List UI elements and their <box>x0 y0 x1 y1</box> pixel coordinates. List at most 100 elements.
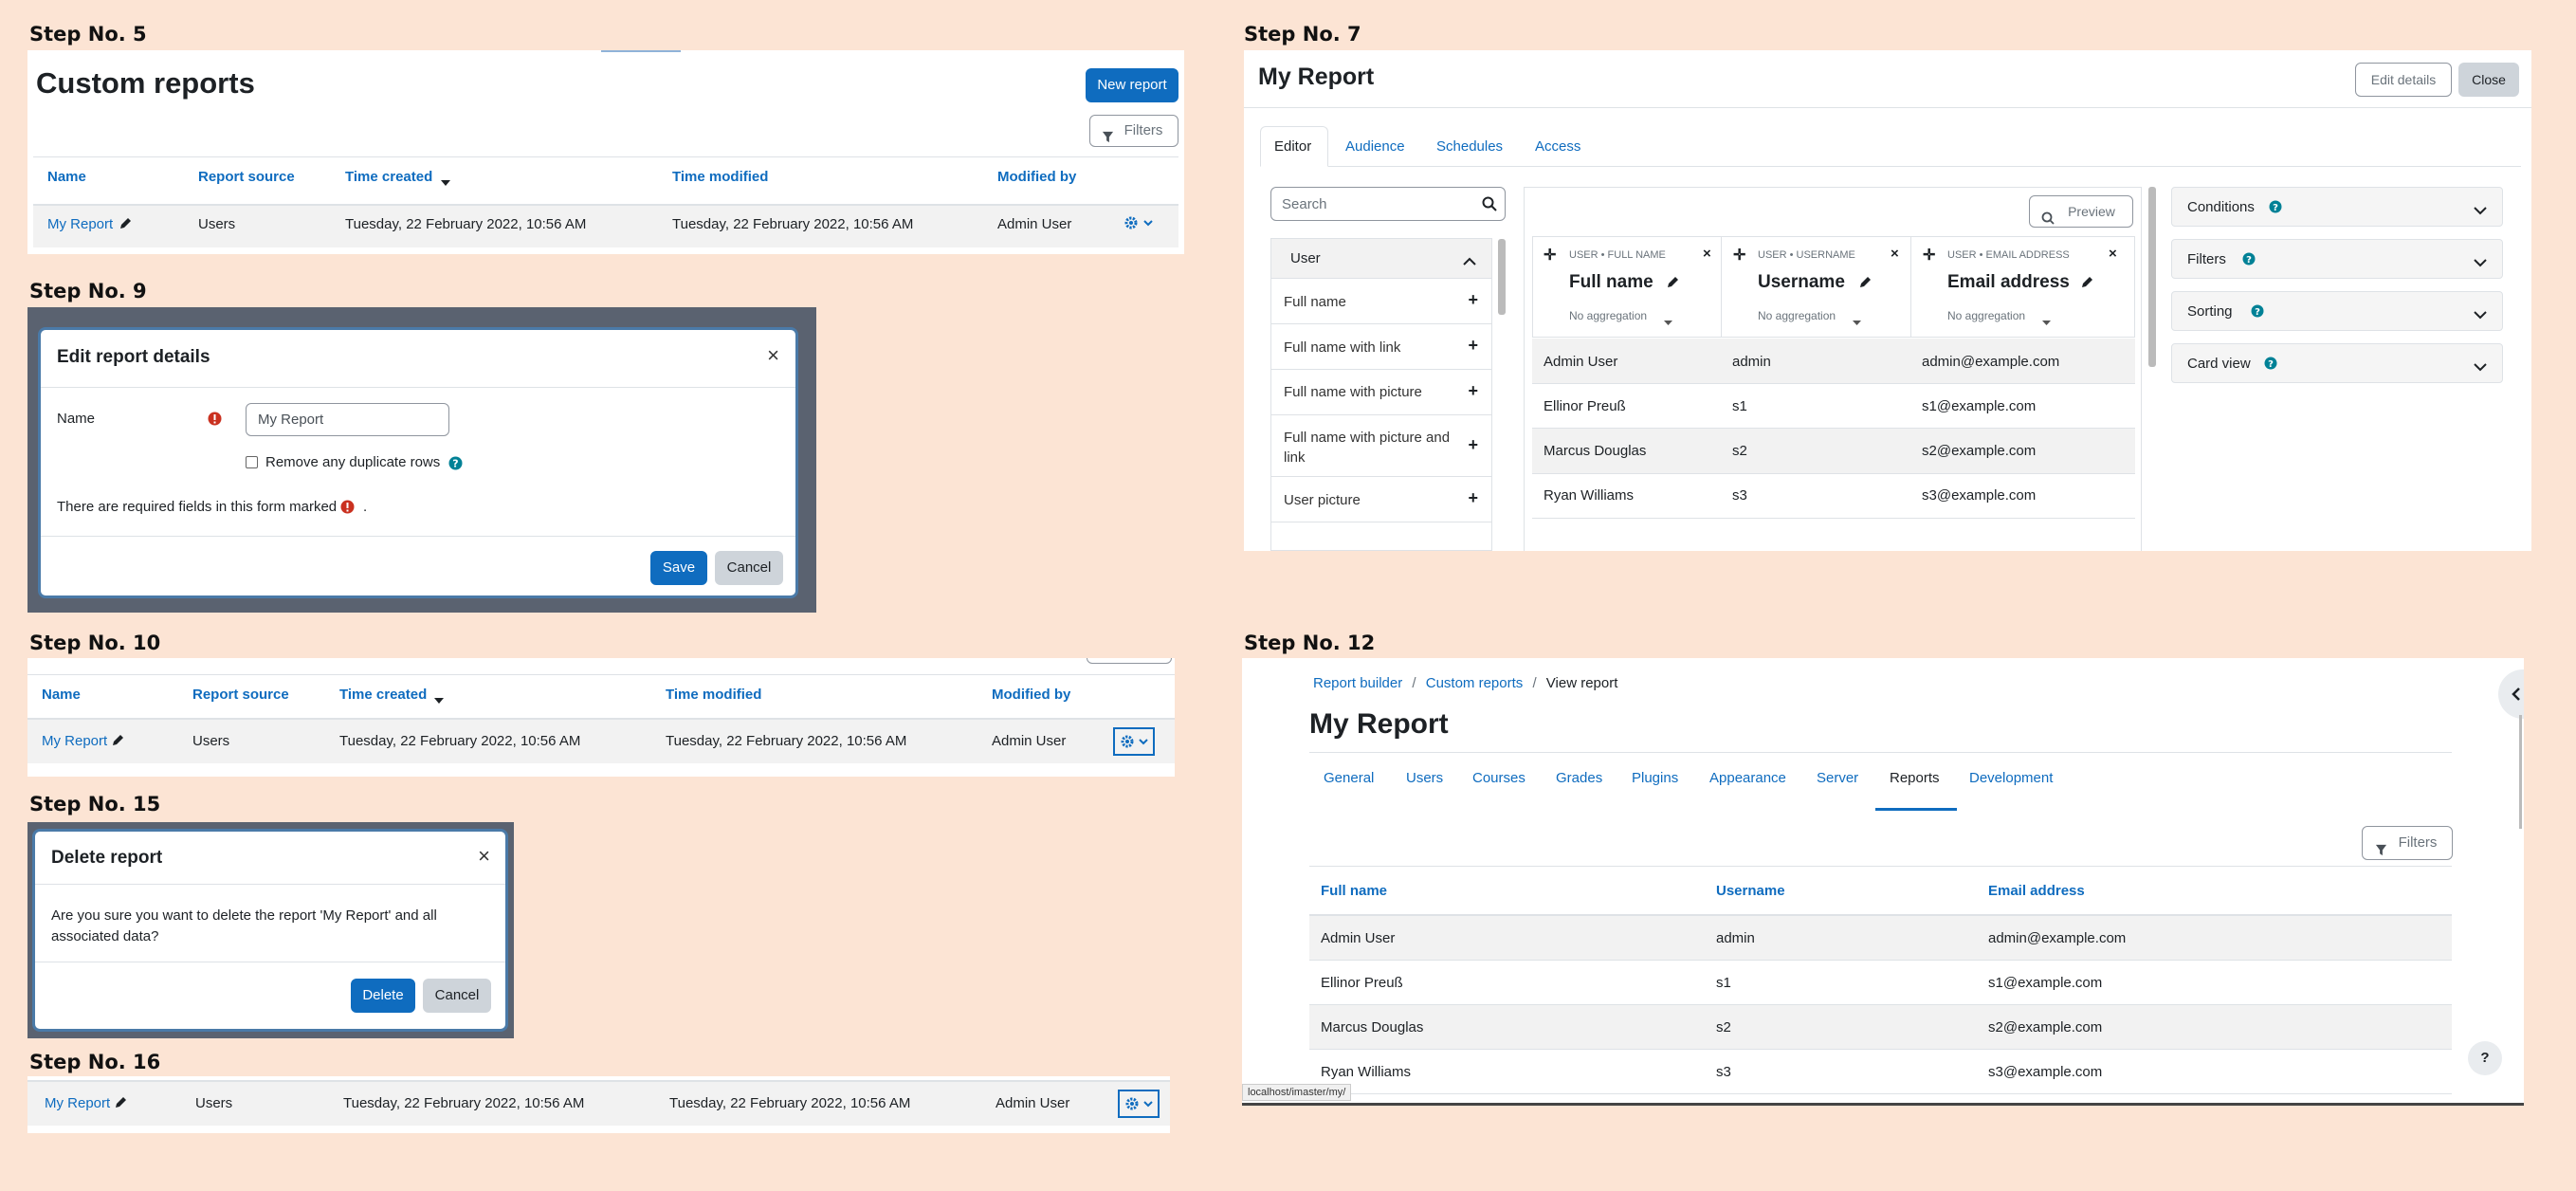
column-card[interactable]: ✛ USER • EMAIL ADDRESS × Email address N… <box>1911 236 2135 338</box>
aggregation-select[interactable]: No aggregation <box>1947 309 2026 322</box>
gear-icon <box>1120 734 1135 749</box>
col-modified-by[interactable]: Modified by <box>992 687 1071 703</box>
svg-text:?: ? <box>2255 307 2260 318</box>
scrollbar[interactable] <box>2519 715 2522 829</box>
pencil-icon[interactable] <box>1666 276 1679 294</box>
col-username[interactable]: Username <box>1716 883 1785 899</box>
field-item[interactable]: User picture + <box>1271 478 1491 522</box>
tab-plugins[interactable]: Plugins <box>1632 770 1679 786</box>
pencil-icon[interactable] <box>111 734 124 752</box>
tab-courses[interactable]: Courses <box>1472 770 1526 786</box>
cancel-button[interactable]: Cancel <box>715 551 783 585</box>
tab-editor[interactable]: Editor <box>1274 138 1312 155</box>
pencil-icon[interactable] <box>114 1096 127 1114</box>
close-icon[interactable]: × <box>478 844 490 868</box>
col-modified-by[interactable]: Modified by <box>997 169 1077 185</box>
actions-menu[interactable] <box>1124 215 1153 235</box>
report-editor-panel: My Report Edit details Close Editor Audi… <box>1244 50 2531 551</box>
breadcrumb-custom-reports[interactable]: Custom reports <box>1425 675 1524 691</box>
edit-details-button[interactable]: Edit details <box>2355 63 2452 97</box>
field-item[interactable]: Full name + <box>1271 280 1491 324</box>
filters-button[interactable] <box>1087 658 1172 664</box>
filters-accordion[interactable]: Filters ? <box>2171 239 2503 279</box>
col-time-created[interactable]: Time created <box>345 169 433 185</box>
chevron-down-icon <box>2474 203 2487 220</box>
help-button[interactable]: ? <box>2468 1041 2502 1075</box>
tab-reports[interactable]: Reports <box>1890 770 1940 786</box>
col-time-modified[interactable]: Time modified <box>666 687 762 703</box>
table-row <box>33 206 1178 247</box>
tab-server[interactable]: Server <box>1817 770 1859 786</box>
breadcrumb-report-builder[interactable]: Report builder <box>1313 675 1403 691</box>
search-icon[interactable] <box>1482 196 1497 216</box>
new-report-button[interactable]: New report <box>1086 68 1178 102</box>
pencil-icon[interactable] <box>1858 276 1872 294</box>
col-name[interactable]: Name <box>47 169 86 185</box>
tab-audience[interactable]: Audience <box>1345 138 1405 155</box>
custom-reports-panel: Name Report source Time created Time mod… <box>27 658 1175 777</box>
save-button[interactable]: Save <box>650 551 707 585</box>
column-card[interactable]: ✛ USER • USERNAME × Username No aggregat… <box>1722 236 1911 338</box>
table-row <box>27 720 1175 763</box>
delete-button[interactable]: Delete <box>351 979 415 1013</box>
filters-button[interactable]: Filters <box>2362 826 2453 860</box>
remove-icon[interactable]: × <box>1891 246 1899 262</box>
pencil-icon[interactable] <box>2080 276 2093 294</box>
tab-grades[interactable]: Grades <box>1556 770 1603 786</box>
group-header-user[interactable]: User <box>1271 239 1491 279</box>
close-icon[interactable]: × <box>767 343 779 367</box>
cancel-button[interactable]: Cancel <box>423 979 491 1013</box>
card-view-accordion[interactable]: Card view ? <box>2171 343 2503 383</box>
duplicate-rows-checkbox[interactable] <box>246 456 258 468</box>
tab-general[interactable]: General <box>1324 770 1375 786</box>
report-name-link[interactable]: My Report <box>42 733 108 749</box>
pencil-icon[interactable] <box>119 217 132 235</box>
remove-icon[interactable]: × <box>1703 246 1711 262</box>
drawer-toggle[interactable] <box>2498 669 2524 719</box>
help-icon[interactable]: ? <box>2269 200 2282 218</box>
name-field[interactable] <box>246 403 449 436</box>
tab-users[interactable]: Users <box>1406 770 1444 786</box>
move-icon[interactable]: ✛ <box>1544 247 1557 264</box>
tab-access[interactable]: Access <box>1535 138 1581 155</box>
preview-button[interactable]: Preview <box>2029 195 2133 228</box>
tab-appearance[interactable]: Appearance <box>1709 770 1786 786</box>
conditions-accordion[interactable]: Conditions ? <box>2171 187 2503 227</box>
col-report-source[interactable]: Report source <box>192 687 289 703</box>
help-icon[interactable]: ? <box>2264 357 2277 375</box>
aggregation-select[interactable]: No aggregation <box>1569 309 1648 322</box>
scrollbar[interactable] <box>2148 187 2156 367</box>
aggregation-select[interactable]: No aggregation <box>1758 309 1836 322</box>
help-icon[interactable]: ? <box>448 456 463 475</box>
report-name-link[interactable]: My Report <box>45 1095 111 1111</box>
col-full-name[interactable]: Full name <box>1321 883 1388 899</box>
help-icon[interactable]: ? <box>2251 304 2264 322</box>
actions-menu[interactable] <box>1113 727 1155 756</box>
close-button[interactable]: Close <box>2458 63 2519 97</box>
col-name[interactable]: Name <box>42 687 81 703</box>
col-time-modified[interactable]: Time modified <box>672 169 769 185</box>
field-item[interactable]: Full name with link + <box>1271 325 1491 370</box>
chevron-down-icon <box>2474 255 2487 272</box>
help-icon[interactable]: ? <box>2242 252 2256 270</box>
modified-by: Admin User <box>997 216 1072 232</box>
move-icon[interactable]: ✛ <box>1733 247 1746 264</box>
field-item[interactable]: Full name with picture + <box>1271 371 1491 415</box>
sorting-accordion[interactable]: Sorting ? <box>2171 291 2503 331</box>
col-time-created[interactable]: Time created <box>339 687 428 703</box>
actions-menu[interactable] <box>1118 1090 1160 1118</box>
col-email[interactable]: Email address <box>1988 883 2085 899</box>
field-item[interactable]: Full name with picture and link + <box>1271 416 1491 477</box>
tab-development[interactable]: Development <box>1969 770 2054 786</box>
sort-desc-icon <box>441 174 450 192</box>
move-icon[interactable]: ✛ <box>1923 247 1936 264</box>
report-name-link[interactable]: My Report <box>47 216 114 232</box>
tab-schedules[interactable]: Schedules <box>1436 138 1504 155</box>
col-report-source[interactable]: Report source <box>198 169 295 185</box>
filters-button[interactable]: Filters <box>1089 115 1178 147</box>
column-card[interactable]: ✛ USER • FULL NAME × Full name No aggreg… <box>1532 236 1722 338</box>
remove-icon[interactable]: × <box>2109 246 2117 262</box>
scrollbar[interactable] <box>1498 239 1506 315</box>
search-input[interactable]: Search <box>1270 187 1506 221</box>
cell-username: admin <box>1732 354 1771 370</box>
